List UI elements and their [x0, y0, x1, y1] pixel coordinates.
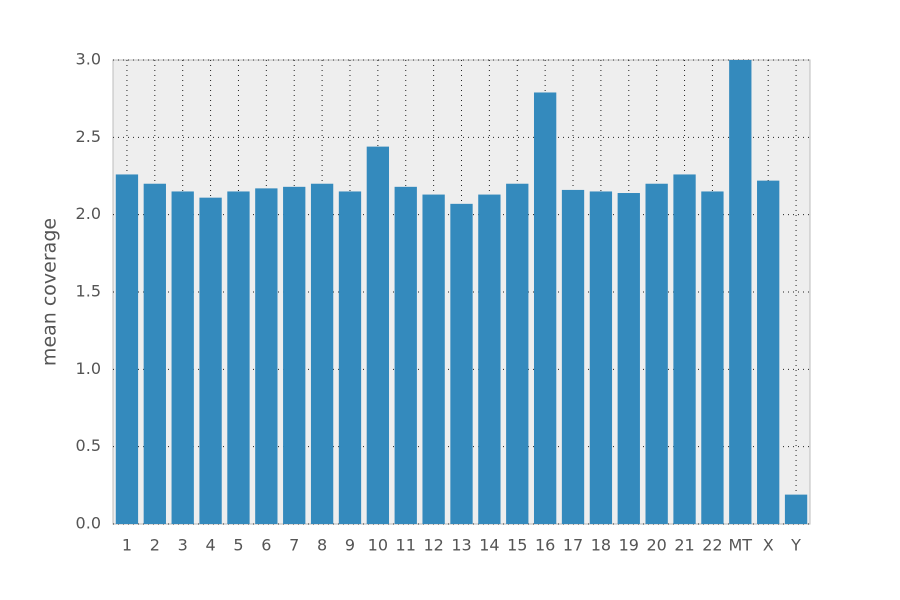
- x-tick-label: 20: [646, 536, 666, 555]
- y-tick-label: 1.5: [76, 282, 101, 301]
- x-tick-label: 4: [205, 536, 215, 555]
- bar: [310, 183, 334, 524]
- x-tick-label: 1: [122, 536, 132, 555]
- x-tick-label: 7: [289, 536, 299, 555]
- x-tick-label: 18: [591, 536, 611, 555]
- x-tick-label: 13: [451, 536, 471, 555]
- x-tick-label: Y: [790, 536, 801, 555]
- x-tick-label: 5: [233, 536, 243, 555]
- x-tick-label: 6: [261, 536, 271, 555]
- bar: [115, 174, 139, 524]
- y-tick-label: 2.0: [76, 204, 101, 223]
- bar: [729, 60, 752, 524]
- x-tick-label: 17: [563, 536, 583, 555]
- bar: [450, 203, 473, 524]
- y-tick-label: 1.0: [76, 359, 101, 378]
- bar: [645, 183, 668, 524]
- y-tick-label: 2.5: [76, 127, 101, 146]
- bar: [283, 186, 306, 524]
- bar: [338, 191, 362, 524]
- bar: [784, 494, 808, 524]
- y-tick-label: 0.5: [76, 436, 101, 455]
- x-tick-label: 19: [619, 536, 639, 555]
- y-axis-label: mean coverage: [39, 218, 61, 366]
- bar: [255, 188, 278, 524]
- x-tick-label: 8: [317, 536, 327, 555]
- x-tick-label: 9: [345, 536, 355, 555]
- x-tick-label: 10: [368, 536, 388, 555]
- bar: [757, 180, 780, 524]
- bar: [394, 186, 417, 524]
- bar: [589, 191, 613, 524]
- y-tick-label: 3.0: [76, 50, 101, 69]
- x-tick-label: 16: [535, 536, 555, 555]
- bar: [478, 194, 501, 524]
- x-tick-label: MT: [729, 536, 753, 555]
- bar: [506, 183, 529, 524]
- bar: [617, 193, 640, 524]
- bar: [366, 146, 390, 524]
- bar: [143, 183, 166, 524]
- x-tick-label: 15: [507, 536, 527, 555]
- x-tick-label: X: [763, 536, 774, 555]
- bar: [199, 197, 222, 525]
- bar: [422, 194, 445, 524]
- x-tick-label: 2: [150, 536, 160, 555]
- x-tick-label: 11: [396, 536, 416, 555]
- x-tick-label: 12: [423, 536, 443, 555]
- x-tick-label: 3: [178, 536, 188, 555]
- x-tick-label: 21: [674, 536, 694, 555]
- bar: [227, 191, 250, 524]
- x-tick-label: 14: [479, 536, 499, 555]
- bar: [561, 189, 585, 525]
- bar: [673, 174, 696, 524]
- y-tick-label: 0.0: [76, 514, 101, 533]
- bar: [171, 191, 194, 524]
- bar: [701, 191, 724, 524]
- bar: [533, 92, 557, 524]
- x-tick-label: 22: [702, 536, 722, 555]
